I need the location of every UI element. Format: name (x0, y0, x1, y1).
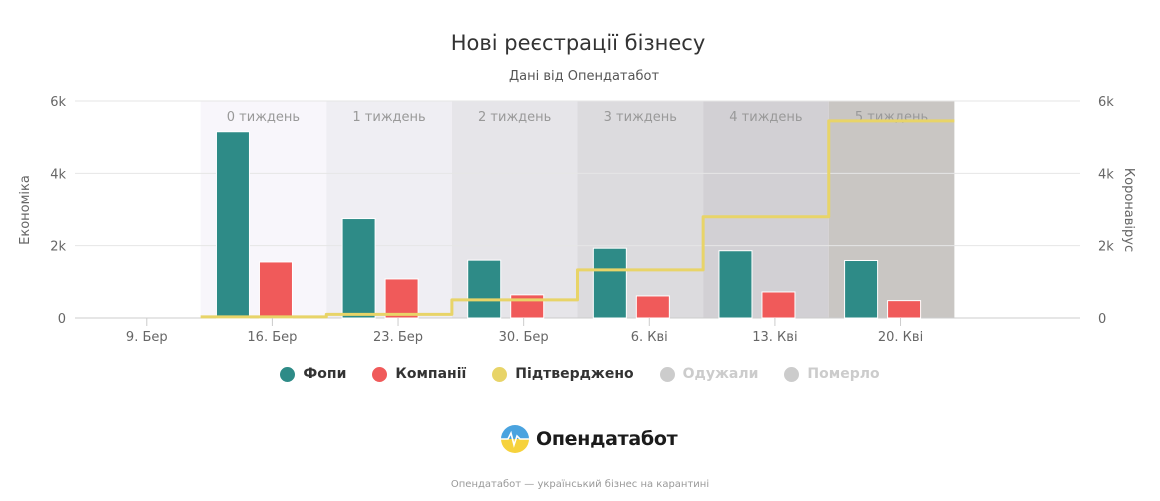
chart: Нові реєстрації бізнесу Дані від Опендат… (18, 31, 1136, 345)
y-left-tick-label: 4k (50, 167, 66, 182)
legend-label-confirmed: Підтверджено (515, 366, 634, 382)
bar-fop[interactable] (718, 250, 753, 319)
y-left-tick-label: 2k (50, 240, 66, 255)
x-tick-label: 13. Кві (752, 330, 797, 345)
legend-label-deaths: Померло (807, 366, 880, 382)
x-tick-label: 9. Бер (126, 330, 168, 345)
legend-item-deaths[interactable]: Померло (784, 366, 880, 382)
opendatabot-logo-icon (501, 425, 529, 453)
bar-companies[interactable] (384, 278, 419, 319)
y-axis-right-title: Коронавірус (1121, 168, 1136, 252)
bar-fop[interactable] (341, 218, 376, 319)
deaths-dot-icon (784, 366, 800, 382)
x-tick-label: 23. Бер (373, 330, 423, 345)
y-left-tick-label: 0 (58, 312, 66, 327)
x-tick-label: 20. Кві (878, 330, 923, 345)
legend-item-companies[interactable]: Компанії (372, 366, 466, 382)
bar-fop[interactable] (844, 259, 879, 319)
week-band-label: 3 тиждень (604, 110, 677, 125)
y-right-tick-label: 6k (1098, 95, 1114, 110)
chart-subtitle: Дані від Опендатабот (509, 69, 659, 84)
legend-label-recovered: Одужали (682, 366, 759, 382)
week-band-label: 1 тиждень (352, 110, 425, 125)
legend-label-companies: Компанії (395, 366, 467, 382)
bar-companies[interactable] (761, 291, 796, 319)
x-tick-label: 6. Кві (631, 330, 668, 345)
recovered-dot-icon (659, 366, 675, 382)
x-tick-label: 16. Бер (247, 330, 297, 345)
confirmed-line (200, 119, 955, 319)
axes: 0 2k 4k 6k 0 2k 4k 6k 9. Бер 16. Бер 23. Бер 30. Бе… (50, 95, 1114, 345)
bar-companies[interactable] (887, 300, 922, 319)
week-band-label: 5 тиждень (855, 110, 928, 125)
chart-title: Нові реєстрації бізнесу (451, 31, 706, 55)
confirmed-step-line (200, 119, 955, 319)
bar-fop[interactable] (467, 259, 502, 319)
week-band-label: 4 тиждень (729, 110, 802, 125)
bar-fop[interactable] (215, 131, 250, 319)
bars[interactable] (215, 131, 922, 319)
legend-item-confirmed[interactable]: Підтверджено (492, 366, 634, 382)
logo-text: Опендатабот (536, 428, 678, 450)
y-right-tick-label: 2k (1098, 240, 1114, 255)
bar-companies[interactable] (510, 294, 545, 319)
fop-dot-icon (280, 366, 296, 382)
legend-item-fop[interactable]: Фопи (280, 366, 346, 382)
y-left-tick-label: 6k (50, 95, 66, 110)
y-right-tick-label: 0 (1098, 312, 1106, 327)
week-band-label: 2 тиждень (478, 110, 551, 125)
week-band-label: 0 тиждень (227, 110, 300, 125)
legend-item-recovered[interactable]: Одужали (659, 366, 759, 382)
companies-dot-icon (372, 366, 388, 382)
bar-companies[interactable] (258, 261, 293, 319)
bar-fop[interactable] (592, 247, 627, 319)
legend-label-fop: Фопи (303, 366, 347, 382)
y-right-tick-label: 4k (1098, 167, 1114, 182)
confirmed-dot-icon (492, 366, 508, 382)
x-tick-label: 30. Бер (499, 330, 549, 345)
opendatabot-logo[interactable]: Опендатабот (500, 424, 678, 454)
y-axis-left-title: Економіка (18, 175, 33, 245)
footer-text: Опендатабот — український бізнес на кара… (450, 479, 710, 490)
bar-companies[interactable] (635, 295, 670, 319)
legend: Фопи Компанії Підтверджено Одужали Помер… (0, 366, 1160, 382)
